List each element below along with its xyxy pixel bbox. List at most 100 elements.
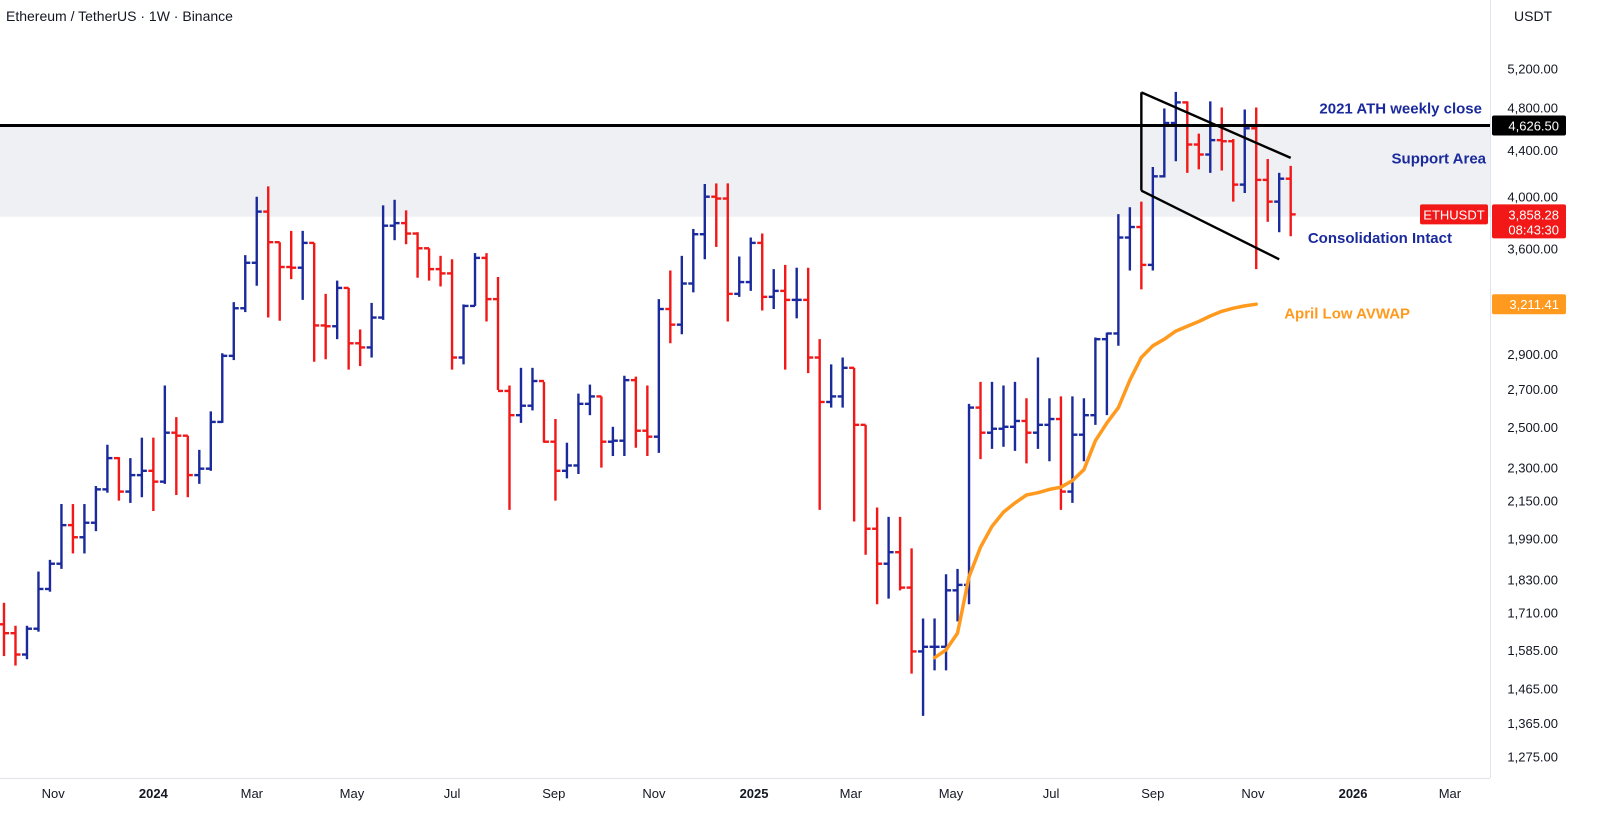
ohlc-bar[interactable] xyxy=(814,339,825,510)
ohlc-bar[interactable] xyxy=(722,183,733,322)
ohlc-bar[interactable] xyxy=(998,385,1009,447)
ohlc-bar[interactable] xyxy=(1239,109,1250,194)
ohlc-bar[interactable] xyxy=(148,437,159,511)
ohlc-bar[interactable] xyxy=(217,353,228,424)
ohlc-bar[interactable] xyxy=(424,247,435,281)
ohlc-bar[interactable] xyxy=(1044,398,1055,462)
ohlc-bar[interactable] xyxy=(10,625,21,666)
ohlc-bar[interactable] xyxy=(1251,107,1262,270)
ohlc-bar[interactable] xyxy=(412,232,423,278)
currency-label[interactable]: USDT xyxy=(1514,8,1553,24)
ohlc-bar[interactable] xyxy=(768,269,779,310)
ohlc-bar[interactable] xyxy=(1101,332,1112,416)
ohlc-bar[interactable] xyxy=(286,230,297,280)
ohlc-bar[interactable] xyxy=(44,559,55,592)
ohlc-bar[interactable] xyxy=(79,504,90,554)
avwap-line[interactable] xyxy=(932,302,1258,660)
ohlc-bar[interactable] xyxy=(504,385,515,510)
ohlc-bar[interactable] xyxy=(860,423,871,555)
ohlc-bar[interactable] xyxy=(1285,165,1296,237)
ohlc-bar[interactable] xyxy=(297,230,308,300)
ohlc-bar[interactable] xyxy=(90,486,101,532)
ohlc-bar[interactable] xyxy=(136,437,147,498)
ohlc-bar[interactable] xyxy=(205,411,216,471)
ohlc-bar[interactable] xyxy=(366,302,377,358)
ohlc-bar[interactable] xyxy=(21,625,32,660)
ohlc-bar[interactable] xyxy=(1009,381,1020,451)
ohlc-bar[interactable] xyxy=(619,375,630,457)
ohlc-bar[interactable] xyxy=(56,504,67,569)
ohlc-bar[interactable] xyxy=(584,384,595,416)
ohlc-bar[interactable] xyxy=(240,255,251,313)
ohlc-bar[interactable] xyxy=(435,255,446,287)
ohlc-bar[interactable] xyxy=(975,381,986,460)
ohlc-bar[interactable] xyxy=(895,516,906,591)
ohlc-bar[interactable] xyxy=(1055,396,1066,510)
ohlc-bar[interactable] xyxy=(159,385,170,484)
ohlc-bar[interactable] xyxy=(642,385,653,457)
ohlc-bar[interactable] xyxy=(401,210,412,245)
ohlc-bar[interactable] xyxy=(470,253,481,308)
ohlc-bar[interactable] xyxy=(688,228,699,293)
ohlc-bar[interactable] xyxy=(573,393,584,475)
ohlc-bar[interactable] xyxy=(1216,107,1227,171)
ohlc-bar[interactable] xyxy=(630,376,641,448)
ohlc-bar[interactable] xyxy=(1113,214,1124,346)
ohlc-bar[interactable] xyxy=(550,419,561,501)
channel-upper-line[interactable] xyxy=(1140,91,1292,160)
ohlc-bar[interactable] xyxy=(734,256,745,297)
ohlc-bar[interactable] xyxy=(274,241,285,321)
ohlc-bar[interactable] xyxy=(263,186,274,318)
ohlc-bar[interactable] xyxy=(515,367,526,423)
ohlc-bar[interactable] xyxy=(1147,167,1158,271)
ohlc-bar[interactable] xyxy=(1159,108,1170,178)
ohlc-bar[interactable] xyxy=(952,568,963,622)
ohlc-bar[interactable] xyxy=(1021,398,1032,464)
ohlc-bar[interactable] xyxy=(780,264,791,370)
ohlc-bar[interactable] xyxy=(320,293,331,360)
ohlc-bar[interactable] xyxy=(918,618,929,716)
ohlc-bar[interactable] xyxy=(929,618,940,671)
ohlc-bar[interactable] xyxy=(1090,337,1101,425)
ohlc-bar[interactable] xyxy=(653,299,664,453)
ohlc-bar[interactable] xyxy=(228,302,239,361)
ohlc-bar[interactable] xyxy=(1032,357,1043,449)
ohlc-bar[interactable] xyxy=(791,267,802,319)
ohlc-bar[interactable] xyxy=(826,364,837,408)
ohlc-bar[interactable] xyxy=(1274,172,1285,233)
ohlc-bar[interactable] xyxy=(883,516,894,599)
ohlc-bar[interactable] xyxy=(1136,201,1147,290)
ohlc-bar[interactable] xyxy=(1228,139,1239,202)
ohlc-bar[interactable] xyxy=(389,199,400,241)
ohlc-bar[interactable] xyxy=(343,286,354,370)
ohlc-bar[interactable] xyxy=(1262,159,1273,222)
ohlc-bar[interactable] xyxy=(699,184,710,260)
ohlc-bar[interactable] xyxy=(332,280,343,340)
ohlc-bar[interactable] xyxy=(538,379,549,443)
ohlc-bar[interactable] xyxy=(803,267,814,374)
ohlc-bar[interactable] xyxy=(458,304,469,365)
ohlc-bar[interactable] xyxy=(561,442,572,479)
ohlc-bar[interactable] xyxy=(906,548,917,674)
ohlc-bar[interactable] xyxy=(378,205,389,320)
ohlc-bar[interactable] xyxy=(182,434,193,498)
ohlc-bar[interactable] xyxy=(447,259,458,370)
ohlc-bar[interactable] xyxy=(596,395,607,468)
ohlc-bar[interactable] xyxy=(676,255,687,335)
ohlc-bar[interactable] xyxy=(33,571,44,632)
ohlc-bar[interactable] xyxy=(745,237,756,291)
ohlc-bar[interactable] xyxy=(355,329,366,367)
ohlc-bar[interactable] xyxy=(711,183,722,247)
ohlc-bar[interactable] xyxy=(125,458,136,503)
ohlc-bar[interactable] xyxy=(309,241,320,362)
ohlc-bar[interactable] xyxy=(665,270,676,344)
ohlc-bar[interactable] xyxy=(849,366,860,522)
ohlc-bar[interactable] xyxy=(1205,101,1216,173)
ohlc-bar[interactable] xyxy=(481,253,492,322)
ohlc-bar[interactable] xyxy=(113,456,124,501)
ohlc-bar[interactable] xyxy=(607,426,618,457)
ohlc-bar[interactable] xyxy=(941,574,952,671)
ohlc-bar[interactable] xyxy=(987,381,997,449)
channel-lower-line[interactable] xyxy=(1140,189,1280,261)
